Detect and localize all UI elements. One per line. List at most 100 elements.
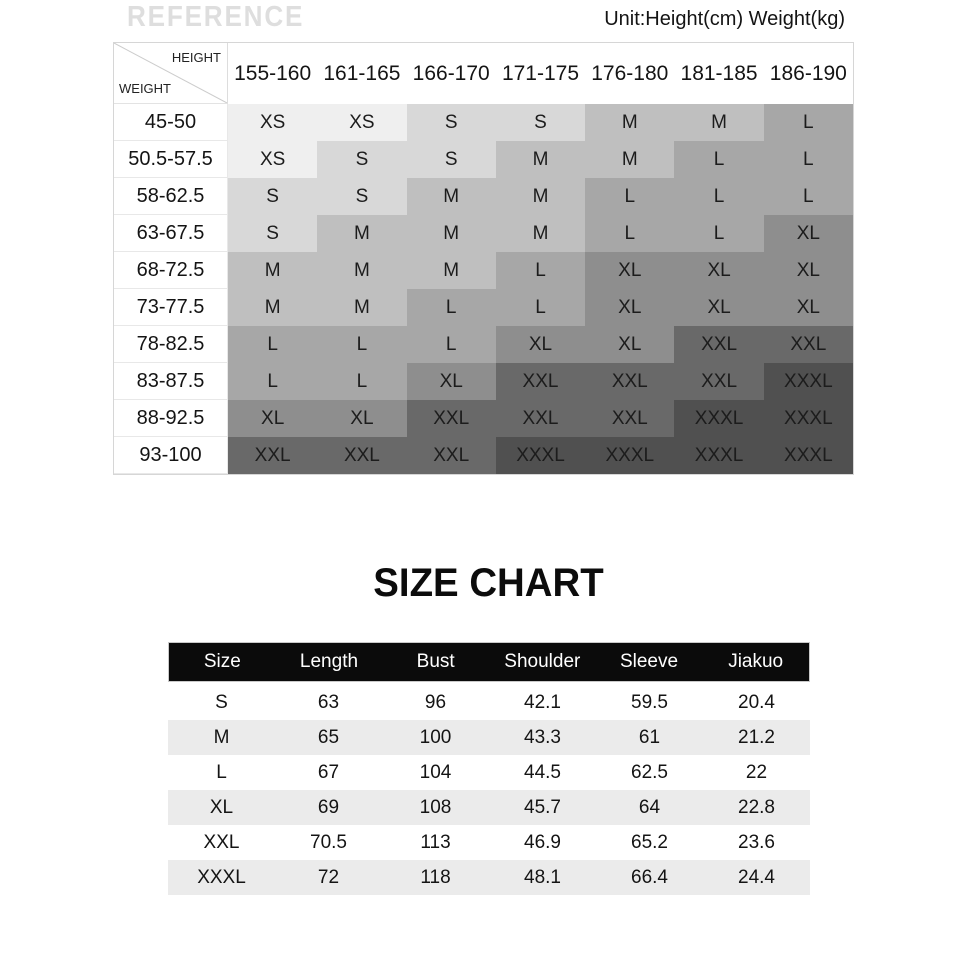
height-column-header: 161-165	[317, 43, 407, 104]
size-chart-cell: 22.8	[738, 796, 775, 818]
corner-weight-label: WEIGHT	[119, 81, 171, 96]
size-matrix-cell: M	[585, 141, 675, 178]
size-matrix-cell: XL	[317, 400, 407, 437]
size-matrix-cell: S	[495, 104, 586, 141]
warm-tips-note: Warm tips: due to the difference of indi…	[205, 916, 739, 977]
size-chart-column-header: Bust	[416, 651, 455, 672]
height-column-header: 186-190	[763, 43, 853, 104]
size-matrix-cell: XXXL	[585, 437, 675, 474]
size-matrix-cell: XL	[674, 252, 764, 289]
size-chart-cell: 62.5	[631, 761, 668, 783]
size-chart-cell: L	[216, 761, 227, 783]
size-matrix-cell: XS	[317, 104, 407, 141]
size-matrix-grid: HEIGHT WEIGHT 155-160 161-165 166-170 171-1…	[114, 43, 853, 474]
size-chart-cell: 48.1	[524, 866, 561, 888]
size-chart-cell: 67	[317, 761, 340, 783]
size-matrix-cell: L	[674, 141, 764, 178]
size-chart-row: XXXL 72 118 48.1 66.4 24.4	[168, 860, 810, 895]
size-matrix-cell: L	[317, 363, 407, 400]
size-matrix-cell: XXL	[495, 363, 586, 400]
size-chart-cell: 21.2	[738, 726, 775, 748]
size-matrix-cell: XL	[585, 326, 675, 363]
size-chart-cell: 64	[638, 796, 661, 818]
size-matrix-cell: XXXL	[495, 437, 586, 474]
size-chart-header-row: Size Length Bust Shoulder Sleeve Jiakuo	[168, 642, 810, 682]
size-matrix-cell: L	[674, 178, 764, 215]
size-matrix-cell: XL	[585, 252, 675, 289]
size-chart-cell: 66.4	[631, 866, 668, 888]
size-matrix-cell: L	[495, 289, 586, 326]
size-matrix-cell: XXL	[585, 363, 675, 400]
size-chart-cell: 61	[638, 726, 661, 748]
size-chart-cell: 118	[420, 866, 451, 888]
size-matrix-cell: M	[495, 178, 586, 215]
size-matrix-cell: XXL	[585, 400, 675, 437]
size-chart-cell: 104	[419, 761, 452, 783]
size-matrix-cell: M	[406, 178, 496, 215]
corner-diagonal-line	[114, 43, 227, 103]
size-chart-cell: 42.1	[524, 691, 561, 713]
size-chart-cell: 22	[745, 761, 768, 783]
size-matrix-cell: L	[317, 326, 407, 363]
size-matrix-cell: XXL	[495, 400, 586, 437]
size-matrix-cell: XXL	[406, 400, 496, 437]
size-matrix-cell: M	[674, 104, 764, 141]
size-matrix-cell: XS	[228, 141, 318, 178]
size-matrix-cell: M	[585, 104, 675, 141]
size-matrix-cell: S	[406, 141, 496, 178]
size-matrix-cell: M	[317, 289, 407, 326]
size-matrix-cell: L	[228, 363, 318, 400]
size-matrix-cell: S	[317, 141, 407, 178]
size-matrix-cell: M	[317, 252, 407, 289]
size-matrix-cell: XL	[495, 326, 586, 363]
size-chart-cell: M	[213, 726, 230, 748]
height-column-header: 176-180	[585, 43, 675, 104]
size-matrix-cell: XXXL	[763, 437, 853, 474]
height-column-header: 181-185	[674, 43, 764, 104]
weight-row-label: 83-87.5	[114, 363, 228, 400]
size-chart-cell: 24.4	[738, 866, 775, 888]
size-chart-cell: S	[215, 691, 228, 713]
size-chart-cell: XL	[209, 796, 234, 818]
size-matrix-cell: XL	[763, 289, 853, 326]
size-matrix-cell: XXXL	[763, 400, 853, 437]
size-matrix-cell: XL	[674, 289, 764, 326]
size-chart-body: S 63 96 42.1 59.5 20.4 M 65 100 43.3 61 21.2 L 67 104 4…	[168, 685, 810, 895]
size-matrix-cell: S	[317, 178, 407, 215]
height-weight-size-matrix: HEIGHT WEIGHT 155-160 161-165 166-170 171-1…	[113, 42, 854, 475]
size-chart-row: XXL 70.5 113 46.9 65.2 23.6	[168, 825, 810, 860]
size-chart-cell: 63	[317, 691, 340, 713]
size-matrix-cell: XXXL	[763, 363, 853, 400]
warm-tips-line1: Warm tips: due to the difference of indi…	[205, 971, 739, 977]
size-chart-cell: 43.3	[524, 726, 561, 748]
size-matrix-cell: L	[763, 178, 853, 215]
size-matrix-cell: L	[495, 252, 586, 289]
size-matrix-cell: XXL	[674, 326, 764, 363]
size-matrix-cell: S	[228, 215, 318, 252]
size-matrix-cell: XXL	[406, 437, 496, 474]
weight-row-label: 45-50	[114, 104, 228, 141]
size-chart-column-header: Jiakuo	[728, 651, 784, 672]
size-chart-row: M 65 100 43.3 61 21.2	[168, 720, 810, 755]
size-matrix-cell: XXXL	[674, 437, 764, 474]
size-matrix-cell: M	[495, 141, 586, 178]
size-matrix-cell: XXL	[228, 437, 318, 474]
size-chart-cell: 96	[424, 691, 447, 713]
size-matrix-cell: M	[406, 252, 496, 289]
size-matrix-cell: M	[228, 289, 318, 326]
size-chart-cell: 108	[419, 796, 452, 818]
height-column-header: 166-170	[406, 43, 496, 104]
size-matrix-cell: XXL	[674, 363, 764, 400]
size-chart-row: S 63 96 42.1 59.5 20.4	[168, 685, 810, 720]
matrix-corner-cell: HEIGHT WEIGHT	[114, 43, 228, 104]
size-matrix-cell: L	[763, 104, 853, 141]
size-chart-column-header: Sleeve	[619, 651, 679, 672]
size-chart-cell: 20.4	[738, 691, 775, 713]
size-chart-cell: XXL	[203, 831, 240, 853]
size-matrix-cell: M	[228, 252, 318, 289]
size-matrix-cell: XXL	[317, 437, 407, 474]
size-matrix-cell: L	[674, 215, 764, 252]
size-matrix-cell: L	[585, 178, 675, 215]
weight-row-label: 50.5-57.5	[114, 141, 228, 178]
